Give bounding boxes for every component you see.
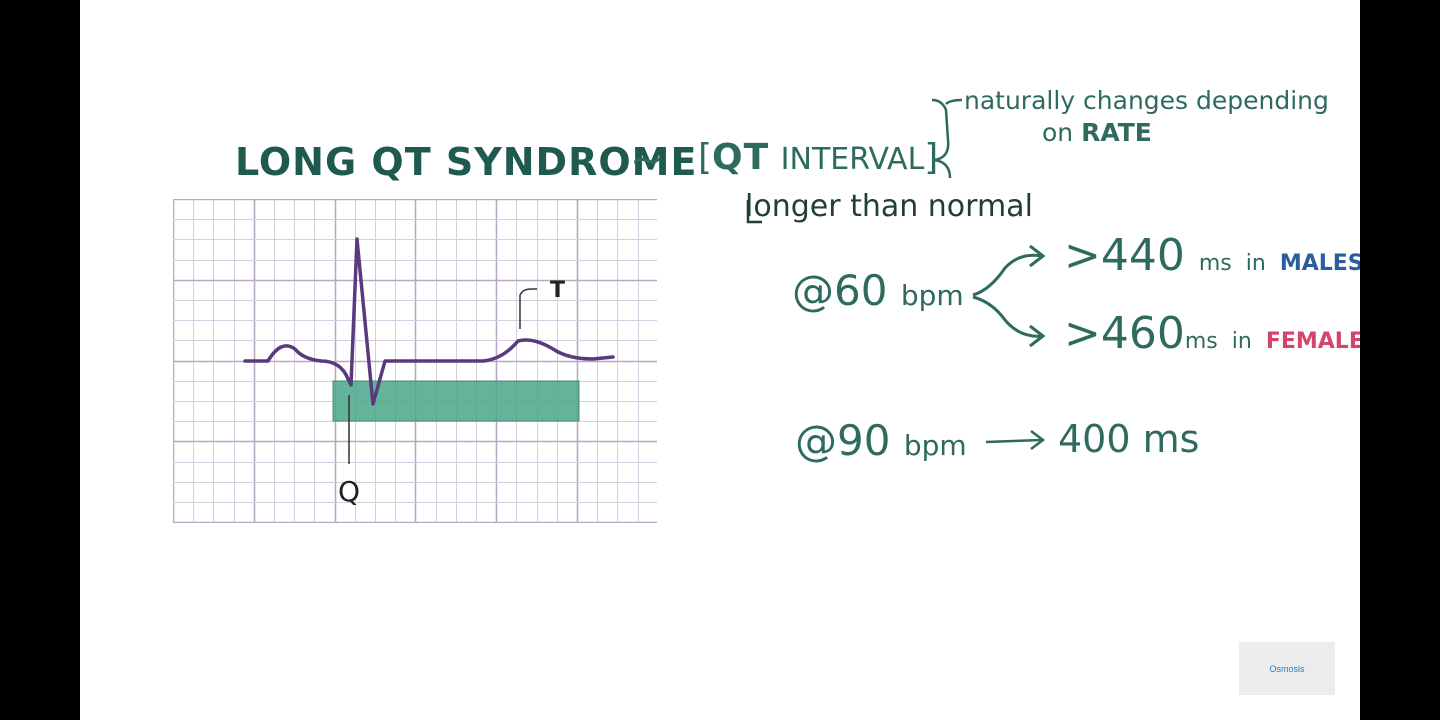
tilde-symbol: ~ — [630, 137, 664, 183]
rate-90-unit: bpm — [903, 429, 967, 462]
males-value: >440 — [1064, 230, 1185, 281]
note-line-1: naturally changes depending — [964, 86, 1329, 115]
arrow-up-head — [1029, 244, 1046, 268]
longer-than-normal: longer than normal — [745, 189, 1033, 224]
rate-90-value: @90 — [795, 416, 891, 465]
qt-interval-box: [QT INTERVAL] — [698, 137, 939, 178]
osmosis-logo: Osmosis — [1239, 642, 1335, 695]
arrow-up-to-males — [972, 253, 1043, 297]
females-unit: ms — [1184, 329, 1218, 354]
slide-canvas: LONG QT SYNDROME ~ [QT INTERVAL] longer … — [80, 0, 1360, 720]
females-label: FEMALES — [1265, 329, 1360, 354]
arrow-down-head — [1029, 324, 1046, 348]
rate-90-result: 400 ms — [1058, 417, 1200, 461]
rate-60-value: @60 — [792, 266, 888, 315]
t-wave-label: T — [550, 278, 566, 303]
t-pointer — [519, 288, 537, 329]
males-in: in — [1245, 251, 1266, 276]
males-unit: ms — [1198, 251, 1232, 276]
note-rate: RATE — [1081, 118, 1152, 147]
males-label: MALES — [1279, 251, 1360, 276]
females-in: in — [1231, 329, 1252, 354]
females-threshold: >460ms in FEMALES — [1064, 312, 1360, 356]
rate-60-label: @60 bpm — [792, 270, 964, 312]
note-pointer — [945, 98, 963, 105]
arrow-90-to-400 — [985, 438, 1043, 444]
rate-90-label: @90 bpm — [795, 420, 967, 462]
qt-label: QT — [712, 137, 770, 178]
q-wave-label: Q — [338, 475, 361, 508]
arrow-90-head — [1030, 430, 1046, 450]
males-threshold: >440 ms in MALES — [1064, 234, 1360, 278]
arrow-down-to-females — [972, 295, 1043, 338]
note-line-2: on RATE — [1042, 120, 1152, 145]
note-on: on — [1042, 118, 1074, 147]
ecg-waveform — [243, 237, 615, 406]
interval-label: INTERVAL — [780, 142, 925, 177]
ecg-grid-diagram — [173, 199, 657, 523]
females-value: >460 — [1064, 308, 1185, 359]
rate-60-unit: bpm — [900, 279, 964, 312]
page-title: LONG QT SYNDROME — [235, 140, 698, 184]
